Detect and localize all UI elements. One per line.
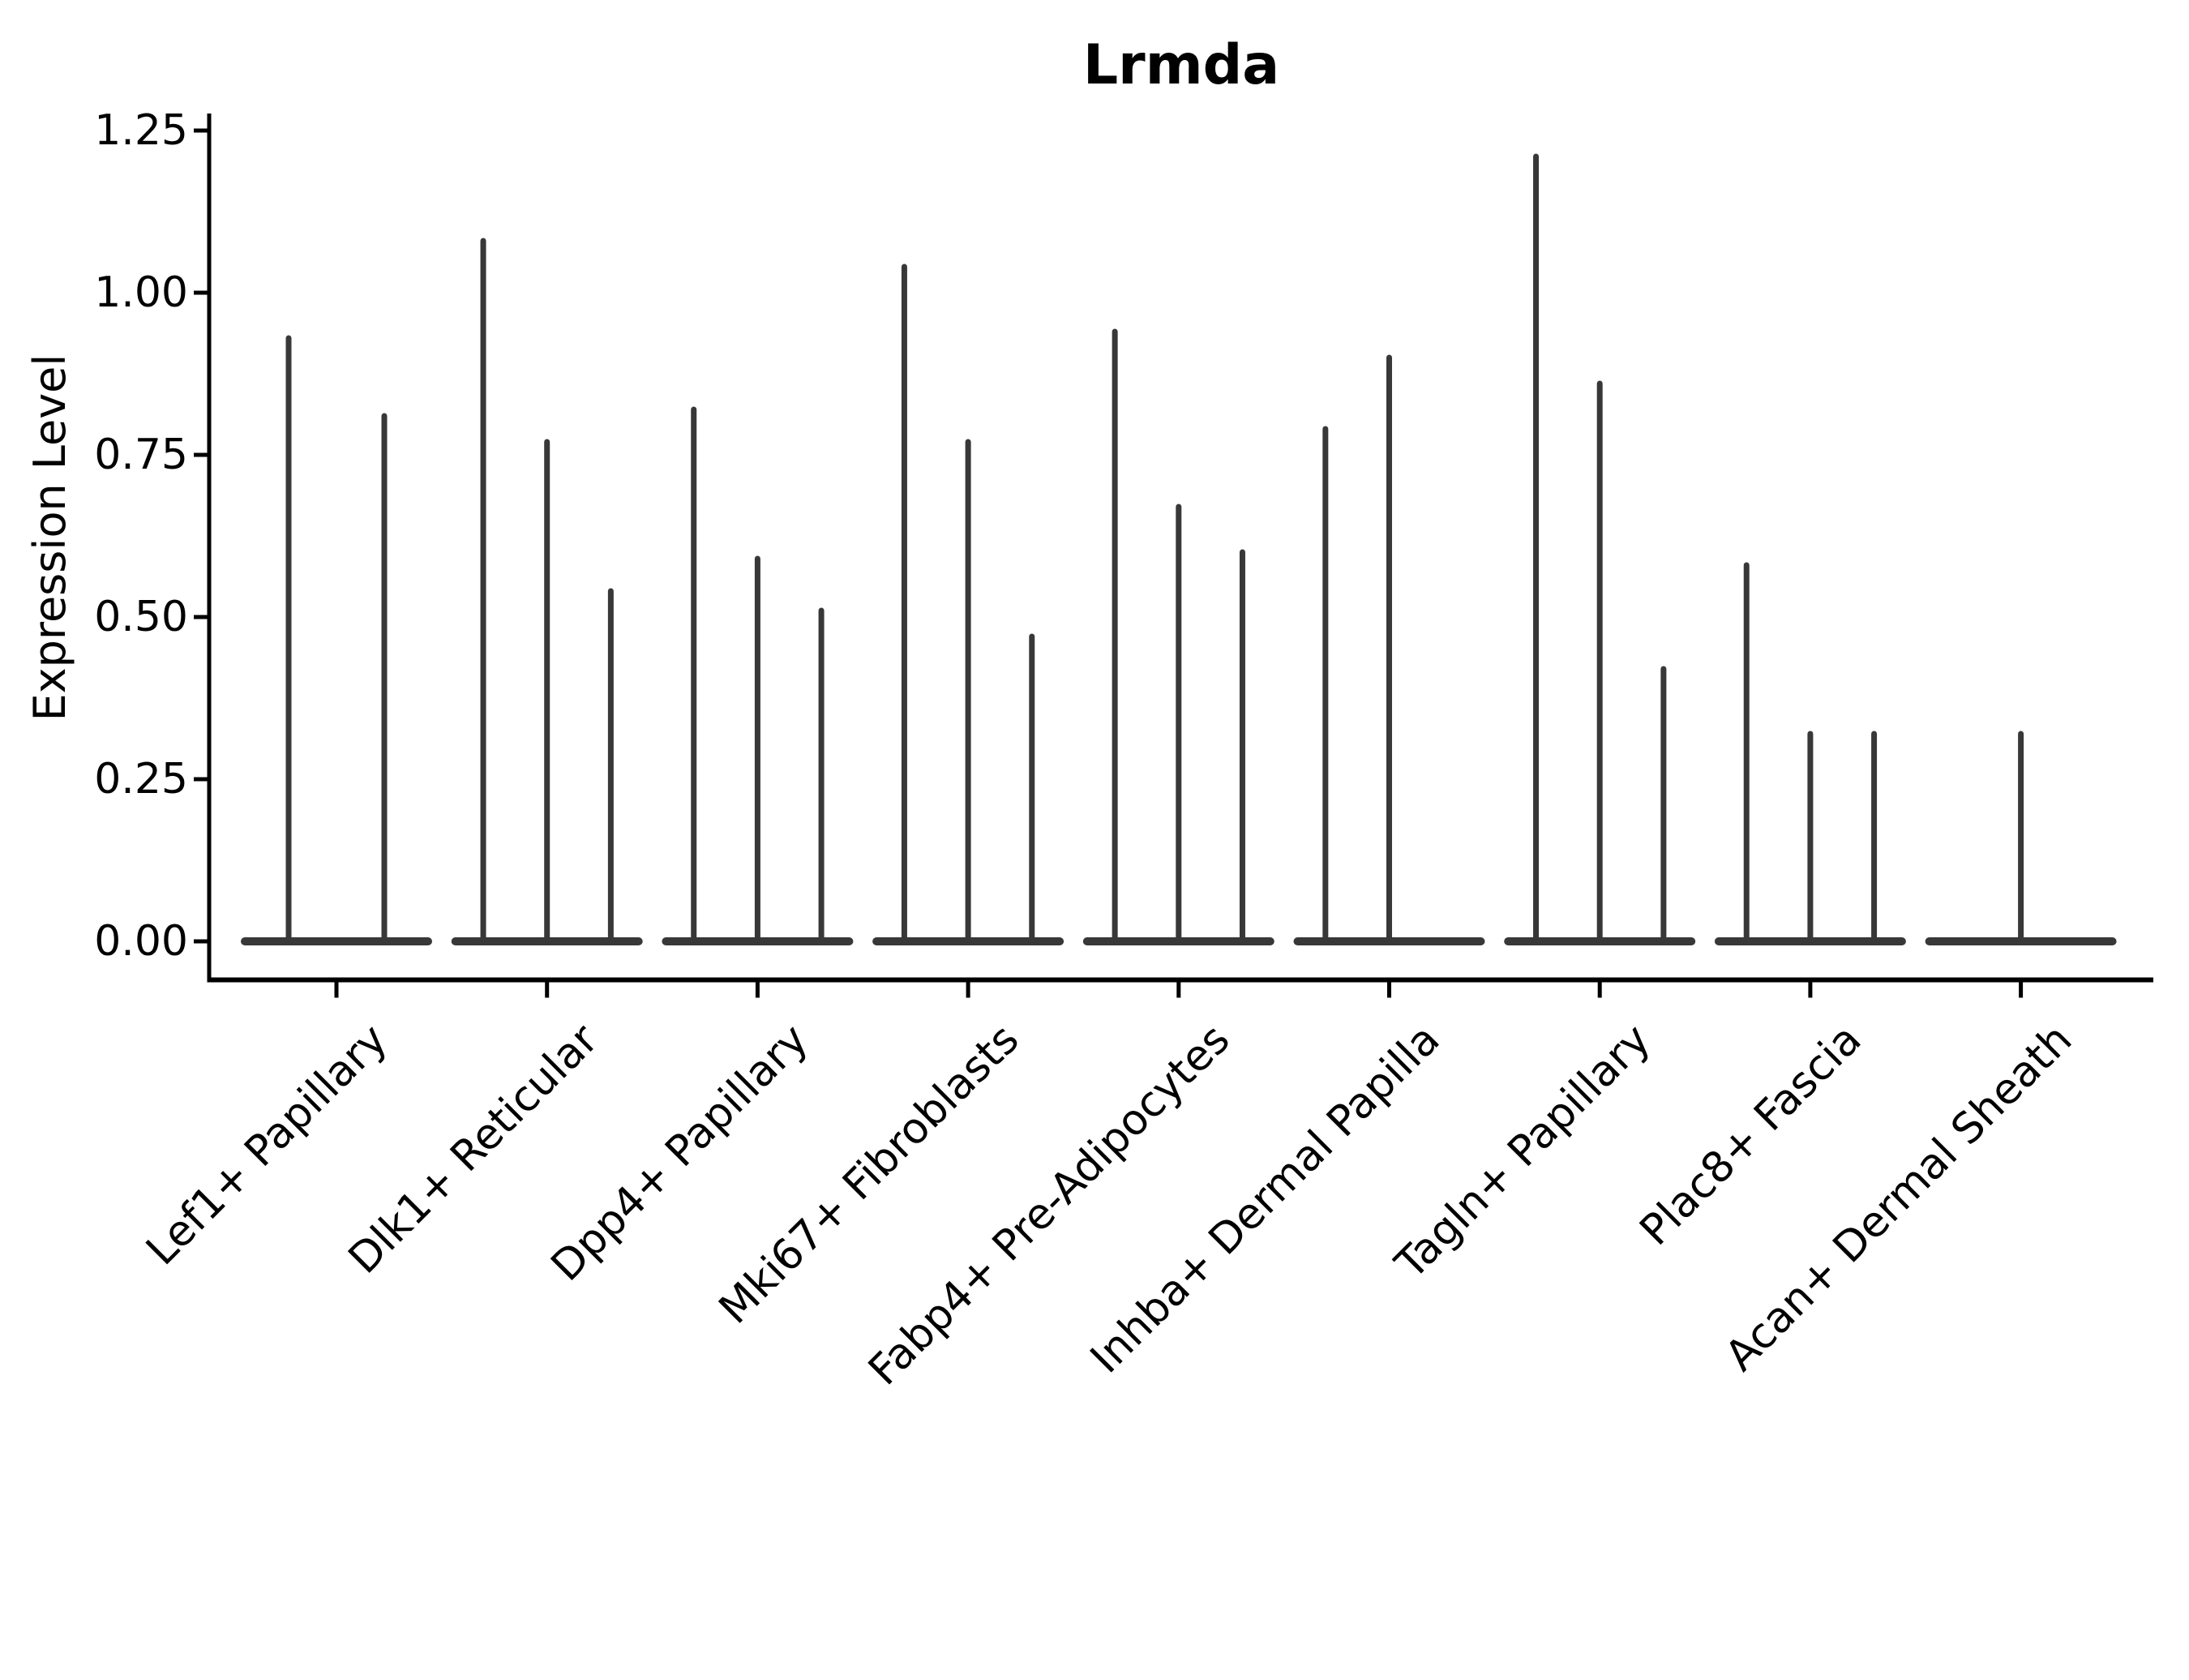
violin-plot-canvas (194, 114, 2153, 998)
y-tick-label-0.75: 0.75 (94, 431, 188, 479)
chart-title: Lrmda (1082, 33, 1280, 97)
figure: Lrmda Expression Level 0.00 0.25 0.50 0.… (24, 33, 2153, 1395)
y-tick-label-0.25: 0.25 (94, 755, 188, 804)
violin-base (241, 937, 432, 945)
y-tick-label-1.00: 1.00 (94, 268, 188, 317)
y-tick-label-1.25: 1.25 (94, 106, 188, 155)
y-tick-label-0.50: 0.50 (94, 593, 188, 641)
y-tick-label-0.00: 0.00 (94, 917, 188, 966)
